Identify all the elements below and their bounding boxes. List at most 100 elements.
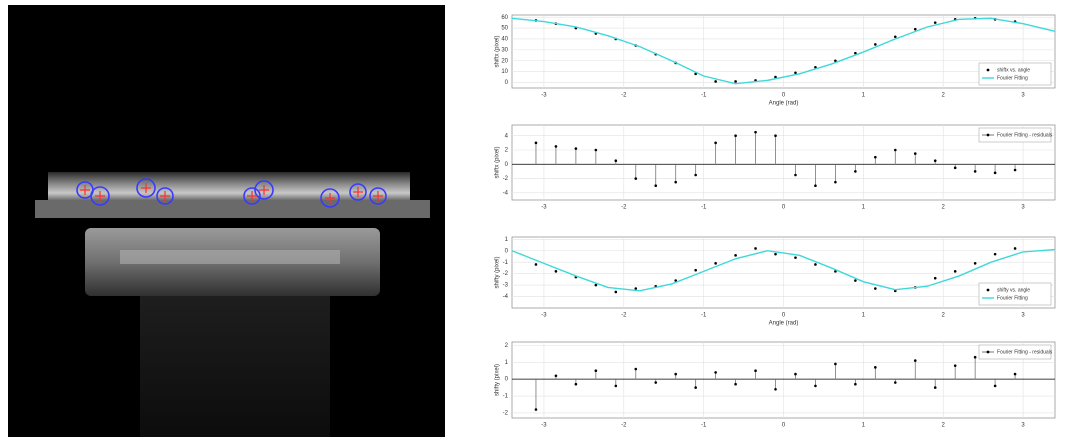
y-axis-label: shiftx (pixel)	[495, 35, 501, 67]
y-tick-label: -1	[503, 394, 509, 400]
x-tick-label: 3	[1021, 205, 1025, 211]
stem-point	[913, 152, 917, 155]
y-tick-label: -1	[503, 260, 509, 266]
data-point	[694, 268, 697, 272]
data-point	[814, 65, 817, 69]
legend-box	[978, 344, 1052, 360]
x-tick-label: -1	[701, 423, 707, 429]
data-point	[614, 290, 618, 294]
data-point	[874, 287, 877, 290]
stem-point	[554, 145, 558, 148]
x-tick-label: 0	[782, 313, 786, 319]
data-point	[554, 270, 558, 273]
x-tick-label: -3	[541, 93, 547, 99]
y-axis-label: shifty (pixel)	[495, 256, 501, 288]
y-tick-label: -4	[503, 190, 509, 196]
data-point	[913, 27, 917, 31]
data-point	[534, 263, 538, 266]
stem-point	[1013, 372, 1017, 376]
stem-point	[614, 159, 618, 163]
x-tick-label: 2	[942, 423, 946, 429]
legend: shifty vs. angle Fourier Fitting	[978, 282, 1052, 306]
y-tick-label: 10	[501, 69, 508, 75]
y-tick-label: 2	[505, 148, 509, 154]
stem-point	[953, 364, 957, 367]
stem-point	[674, 180, 677, 184]
stem-point	[1013, 168, 1017, 172]
data-point	[953, 270, 957, 273]
x-tick-label: 0	[782, 423, 786, 429]
x-tick-label: 0	[782, 93, 786, 99]
stem-point	[893, 148, 897, 152]
x-tick-label: -1	[701, 313, 707, 319]
stem-point	[774, 387, 777, 391]
stem-point	[754, 369, 757, 373]
y-tick-label: -2	[503, 176, 509, 182]
y-tick-label: 1	[505, 237, 509, 243]
stem-point	[714, 371, 717, 374]
stem-point	[654, 184, 658, 188]
stem-point	[614, 384, 618, 388]
data-point	[834, 59, 837, 63]
y-tick-label: 30	[501, 47, 508, 53]
data-point	[594, 283, 598, 287]
y-tick-label: -2	[503, 411, 509, 417]
x-tick-label: -2	[621, 93, 627, 99]
y-axis-label: shiftx (pixel)	[495, 146, 501, 178]
stem-point	[893, 381, 897, 384]
legend-label: Fourier Fitting - residuals	[997, 349, 1053, 355]
x-tick-label: -1	[701, 205, 707, 211]
data-point	[933, 21, 937, 24]
y-tick-label: 4	[505, 133, 509, 139]
stem-point	[534, 408, 538, 411]
stem-point	[814, 184, 817, 188]
stem-point	[993, 384, 997, 388]
stem-point	[534, 141, 538, 145]
stem-point	[794, 173, 797, 177]
legend-box	[978, 127, 1052, 143]
stem-point	[794, 372, 797, 376]
stem-point	[754, 130, 757, 134]
stem-point	[634, 367, 638, 371]
stem-point	[574, 382, 578, 386]
stem-point	[854, 170, 857, 173]
data-point	[854, 279, 857, 282]
stem-point	[913, 359, 917, 362]
x-tick-label: -3	[541, 313, 547, 319]
stem-point	[694, 173, 697, 177]
x-tick-label: 1	[862, 205, 866, 211]
fit-line	[511, 248, 1056, 292]
x-tick-label: -2	[621, 313, 627, 319]
y-tick-label: 2	[505, 343, 509, 349]
data-point	[794, 256, 797, 259]
data-point	[714, 80, 717, 83]
x-tick-label: 2	[942, 205, 946, 211]
stem-point	[674, 372, 677, 376]
legend-swatch	[986, 350, 990, 354]
legend-label: Fourier Fitting	[997, 75, 1028, 81]
y-tick-label: 0	[505, 377, 509, 383]
legend-label: Fourier Fitting - residuals	[997, 132, 1053, 138]
legend-label: shifty vs. angle	[997, 287, 1030, 293]
legend-swatch	[986, 133, 990, 137]
legend-box	[978, 62, 1052, 86]
data-point	[973, 262, 977, 265]
x-tick-label: 3	[1021, 423, 1025, 429]
stem-point	[734, 134, 737, 138]
data-point	[734, 254, 737, 257]
x-axis-label: Angle (rad)	[769, 101, 799, 107]
legend-swatch	[986, 68, 990, 72]
legend: Fourier Fitting - residuals	[978, 344, 1053, 360]
data-point	[933, 276, 937, 280]
stem-point	[594, 369, 598, 373]
data-point	[714, 262, 717, 265]
stem-point	[714, 141, 717, 145]
stem-point	[973, 355, 977, 359]
x-tick-label: -1	[701, 93, 707, 99]
y-tick-label: 1	[505, 360, 509, 366]
x-tick-label: 3	[1021, 93, 1025, 99]
y-tick-label: -2	[503, 271, 509, 277]
x-tick-label: -3	[541, 205, 547, 211]
stem-point	[874, 155, 877, 159]
